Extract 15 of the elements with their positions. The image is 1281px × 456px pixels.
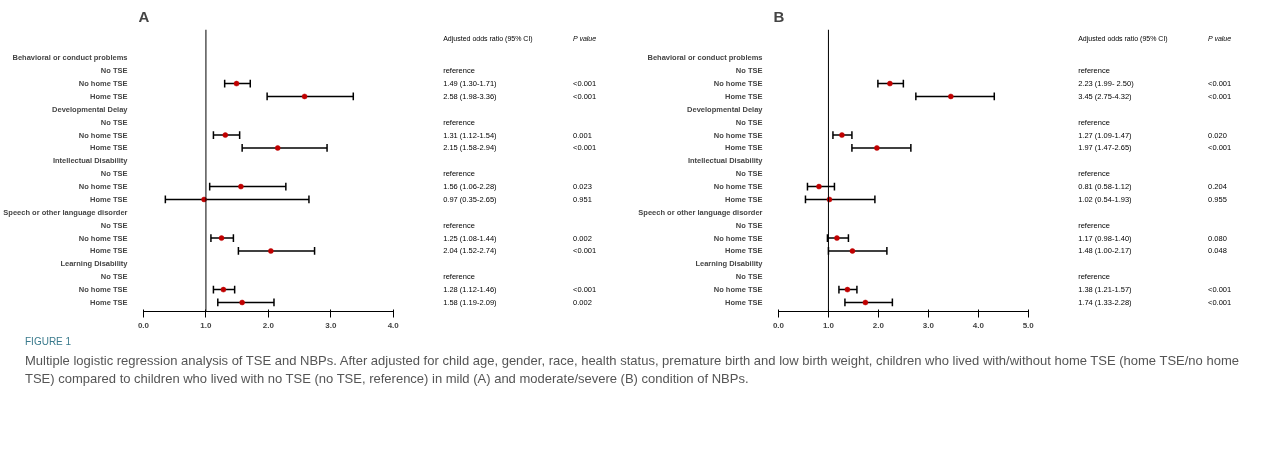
x-tick-label: 3.0 <box>922 320 935 330</box>
x-tick-label: 5.0 <box>1022 320 1035 330</box>
text: Multiple logistic regression analysis of TSE and NBPs. After adjusted for child age, gender, race, health status, premature birth and low birth weight, children who lived with/without home TSE (home TSE/no home TSE) compared to children who lived with no TSE (no TSE, reference) in mild (A) and moderate/severe (B) condition of NBPs. <box>25 352 1240 388</box>
x-tick-label: 0.0 <box>772 320 785 330</box>
chart-title: A <box>138 7 150 25</box>
x-tick-label: 4.0 <box>387 320 400 330</box>
x-tick-label: 3.0 <box>325 320 337 330</box>
caption: FIGURE 1 <box>25 335 73 349</box>
x-tick-label: 1.0 <box>200 320 213 330</box>
x-tick-label: 2.0 <box>262 320 275 330</box>
x-tick-label: 2.0 <box>872 320 885 330</box>
x-tick-label: 0.0 <box>137 320 150 330</box>
chart-title: B <box>773 7 785 25</box>
x-tick-label: 1.0 <box>822 320 835 330</box>
x-tick-label: 4.0 <box>972 320 985 330</box>
